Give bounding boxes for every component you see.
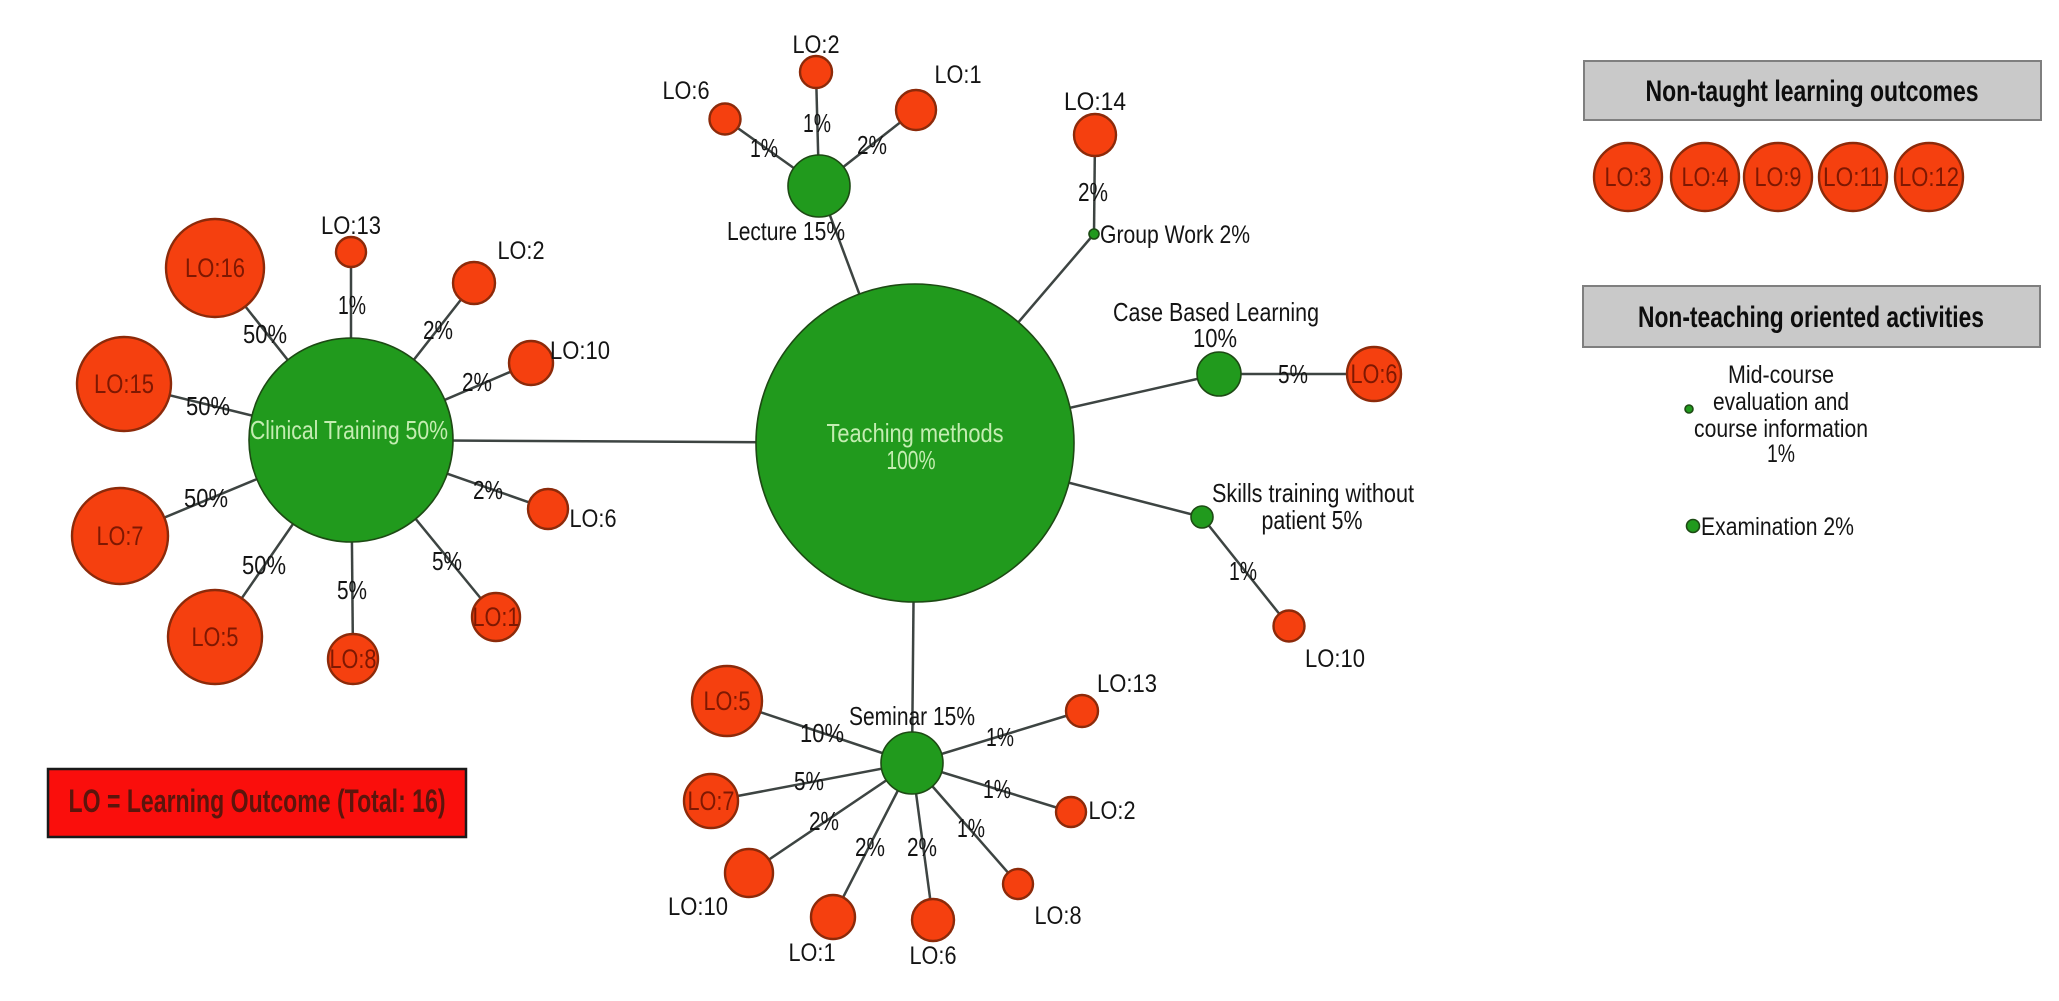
svg-text:LO = Learning Outcome (Total:: LO = Learning Outcome (Total: 16) bbox=[69, 783, 446, 819]
svg-text:LO:7: LO:7 bbox=[688, 786, 735, 816]
svg-text:Group Work 2%: Group Work 2% bbox=[1100, 221, 1250, 249]
svg-text:50%: 50% bbox=[242, 550, 286, 580]
svg-text:10%: 10% bbox=[1193, 323, 1237, 353]
svg-text:LO:13: LO:13 bbox=[321, 212, 381, 240]
svg-text:2%: 2% bbox=[907, 832, 937, 862]
svg-text:LO:2: LO:2 bbox=[793, 31, 840, 59]
svg-text:LO:11: LO:11 bbox=[1823, 162, 1883, 192]
svg-text:LO:7: LO:7 bbox=[97, 521, 144, 551]
svg-text:Examination 2%: Examination 2% bbox=[1701, 513, 1854, 541]
svg-text:50%: 50% bbox=[186, 391, 230, 421]
svg-text:LO:6: LO:6 bbox=[570, 505, 617, 533]
svg-text:1%: 1% bbox=[803, 108, 831, 138]
svg-text:Non-taught learning outcomes: Non-taught learning outcomes bbox=[1646, 75, 1979, 108]
svg-text:LO:10: LO:10 bbox=[550, 337, 610, 365]
svg-text:2%: 2% bbox=[423, 315, 453, 345]
svg-text:Non-teaching oriented activiti: Non-teaching oriented activities bbox=[1638, 301, 1984, 334]
svg-text:LO:5: LO:5 bbox=[192, 622, 239, 652]
svg-text:LO:5: LO:5 bbox=[704, 686, 751, 716]
svg-text:Skills training without: Skills training without bbox=[1212, 478, 1415, 508]
svg-text:2%: 2% bbox=[1078, 177, 1108, 207]
svg-text:2%: 2% bbox=[462, 367, 492, 397]
svg-text:5%: 5% bbox=[1278, 359, 1308, 389]
svg-text:1%: 1% bbox=[1229, 556, 1257, 586]
svg-text:LO:6: LO:6 bbox=[663, 77, 710, 105]
svg-text:LO:1: LO:1 bbox=[789, 939, 836, 967]
svg-text:LO:8: LO:8 bbox=[330, 644, 377, 674]
svg-text:1%: 1% bbox=[750, 133, 778, 163]
svg-text:LO:10: LO:10 bbox=[1305, 645, 1365, 673]
svg-text:1%: 1% bbox=[986, 722, 1014, 752]
svg-text:2%: 2% bbox=[857, 130, 887, 160]
svg-text:5%: 5% bbox=[794, 766, 824, 796]
svg-text:patient 5%: patient 5% bbox=[1262, 505, 1363, 535]
svg-text:5%: 5% bbox=[337, 575, 367, 605]
svg-text:LO:14: LO:14 bbox=[1064, 88, 1126, 116]
svg-text:Case Based Learning: Case Based Learning bbox=[1113, 297, 1319, 327]
svg-text:LO:16: LO:16 bbox=[185, 253, 245, 283]
svg-text:LO:15: LO:15 bbox=[94, 369, 154, 399]
svg-text:2%: 2% bbox=[855, 832, 885, 862]
svg-text:LO:10: LO:10 bbox=[668, 893, 728, 921]
svg-text:Clinical Training 50%: Clinical Training 50% bbox=[250, 415, 448, 445]
svg-text:Lecture 15%: Lecture 15% bbox=[727, 216, 845, 246]
svg-text:evaluation and: evaluation and bbox=[1713, 388, 1849, 416]
svg-text:Seminar 15%: Seminar 15% bbox=[849, 701, 975, 731]
svg-text:LO:2: LO:2 bbox=[498, 237, 545, 265]
svg-text:2%: 2% bbox=[473, 475, 503, 505]
svg-text:LO:12: LO:12 bbox=[1899, 162, 1959, 192]
svg-text:50%: 50% bbox=[243, 319, 287, 349]
svg-text:LO:6: LO:6 bbox=[910, 942, 957, 970]
svg-text:1%: 1% bbox=[983, 774, 1011, 804]
svg-text:LO:13: LO:13 bbox=[1097, 670, 1157, 698]
svg-text:LO:4: LO:4 bbox=[1682, 162, 1729, 192]
svg-text:Teaching methods: Teaching methods bbox=[827, 418, 1004, 448]
svg-text:LO:2: LO:2 bbox=[1089, 797, 1136, 825]
svg-text:LO:6: LO:6 bbox=[1351, 359, 1398, 389]
svg-text:100%: 100% bbox=[887, 445, 936, 475]
svg-text:Mid-course: Mid-course bbox=[1728, 361, 1834, 389]
svg-text:1%: 1% bbox=[1767, 440, 1795, 468]
svg-text:LO:1: LO:1 bbox=[473, 602, 520, 632]
svg-text:LO:9: LO:9 bbox=[1755, 162, 1802, 192]
svg-text:LO:1: LO:1 bbox=[935, 61, 982, 89]
svg-text:1%: 1% bbox=[957, 813, 985, 843]
svg-text:5%: 5% bbox=[432, 546, 462, 576]
svg-text:1%: 1% bbox=[338, 290, 366, 320]
svg-text:50%: 50% bbox=[184, 483, 228, 513]
svg-text:LO:3: LO:3 bbox=[1605, 162, 1652, 192]
svg-text:LO:8: LO:8 bbox=[1035, 902, 1082, 930]
svg-text:10%: 10% bbox=[800, 718, 844, 748]
svg-text:2%: 2% bbox=[809, 806, 839, 836]
svg-text:course information: course information bbox=[1694, 415, 1868, 443]
